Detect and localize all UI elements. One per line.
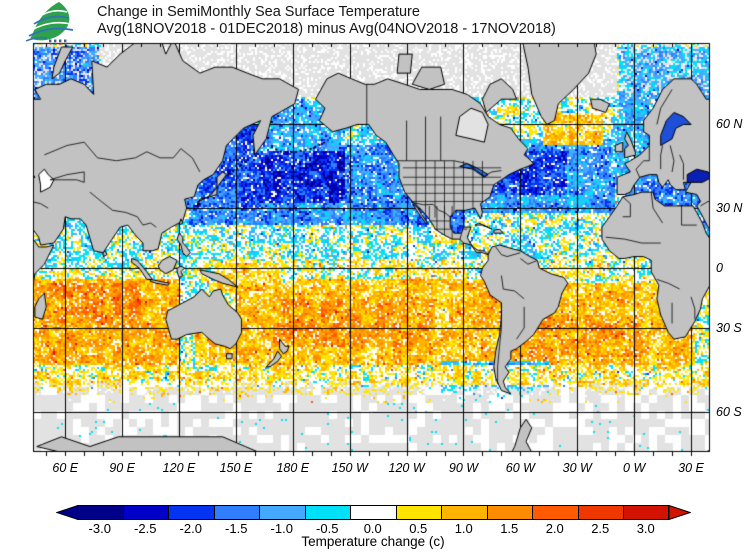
lat-tick-label: 30 N: [716, 201, 743, 216]
lat-tick-label: 30 S: [716, 320, 742, 335]
colorbar-tick-label: 2.0: [545, 521, 564, 536]
colorbar-tick-label: -0.5: [316, 521, 339, 536]
lon-tick-label: 0 W: [623, 461, 646, 475]
colorbar-segment: [532, 505, 578, 520]
colorbar-tick-label: -3.0: [88, 521, 111, 536]
colorbar-tick-label: 0.5: [409, 521, 428, 536]
colorbar-segment: [259, 505, 305, 520]
colorbar-title: Temperature change (c): [301, 534, 445, 549]
lon-tick-label: 60 W: [505, 461, 535, 475]
colorbar-left-arrow: [56, 505, 78, 520]
colorbar-tick-label: 1.0: [454, 521, 473, 536]
logo-text-marks: [49, 39, 67, 45]
lon-tick-label: 150 E: [219, 461, 253, 475]
lon-tick-label: 150 W: [331, 461, 368, 475]
colorbar-tick-label: -2.0: [179, 521, 202, 536]
figure-title-block: Change in SemiMonthly Sea Surface Temper…: [97, 4, 556, 38]
lat-tick-label: 60 S: [716, 404, 742, 419]
colorbar-segment: [623, 505, 669, 520]
lat-tick-label: 60 N: [716, 117, 743, 132]
colorbar-segment: [350, 505, 396, 520]
colorbar-segment: [168, 505, 214, 520]
colorbar-segment: [304, 505, 350, 520]
figure-title-line1: Change in SemiMonthly Sea Surface Temper…: [97, 4, 420, 20]
colorbar-segment: [486, 505, 532, 520]
lon-tick-label: 60 E: [52, 461, 79, 475]
lon-tick-label: 30 W: [562, 461, 592, 475]
colorbar-tick-label: 0.0: [363, 521, 382, 536]
colorbar-segment: [441, 505, 487, 520]
lon-tick-label: 90 W: [448, 461, 479, 475]
colorbar-tick-label: -2.5: [134, 521, 157, 536]
lon-tick-label: 180 E: [276, 461, 310, 475]
colorbar-segment: [395, 505, 441, 520]
colorbar-segment: [577, 505, 623, 520]
colorbar-tick-label: 1.5: [500, 521, 519, 536]
colorbar-tick-label: 3.0: [636, 521, 655, 536]
lon-tick-label: 90 E: [109, 461, 135, 475]
lon-tick-label: 120 W: [388, 461, 425, 475]
lat-tick-label: 0: [716, 261, 723, 275]
colorbar-right-arrow: [668, 505, 691, 520]
figure-title-line2: Avg(18NOV2018 - 01DEC2018) minus Avg(04N…: [97, 21, 556, 37]
lon-tick-label: 30 E: [678, 461, 704, 475]
colorbar-tick-label: -1.5: [225, 521, 248, 536]
colorbar-segment: [213, 505, 259, 520]
colorbar-segment: [77, 505, 123, 520]
agency-leaf-logo: [25, 2, 74, 45]
colorbar-tick-label: -1.0: [270, 521, 293, 536]
colorbar-segment: [122, 505, 168, 520]
colorbar-tick-label: 2.5: [591, 521, 610, 536]
lon-tick-label: 120 E: [162, 461, 196, 475]
